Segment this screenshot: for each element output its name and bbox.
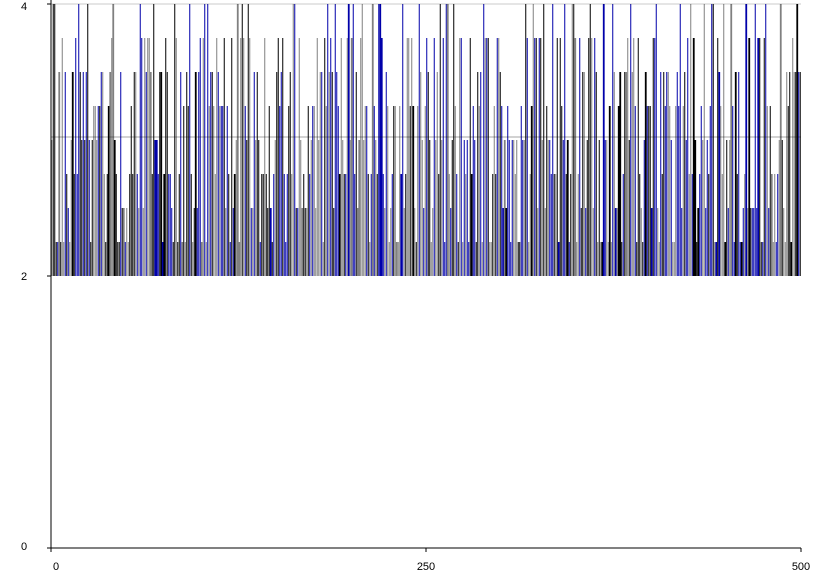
x-ticks: 0 250 500 (50, 548, 810, 573)
y-tick-label: 4 (21, 1, 27, 13)
x-tick-label: 0 (53, 561, 59, 573)
y-ticks: 0 2 4 (21, 1, 51, 553)
y-tick-label: 0 (21, 541, 27, 553)
bars-layer (51, 4, 801, 276)
y-tick-label: 2 (21, 271, 27, 283)
x-tick-label: 250 (417, 561, 435, 573)
x-tick-label: 500 (792, 561, 810, 573)
